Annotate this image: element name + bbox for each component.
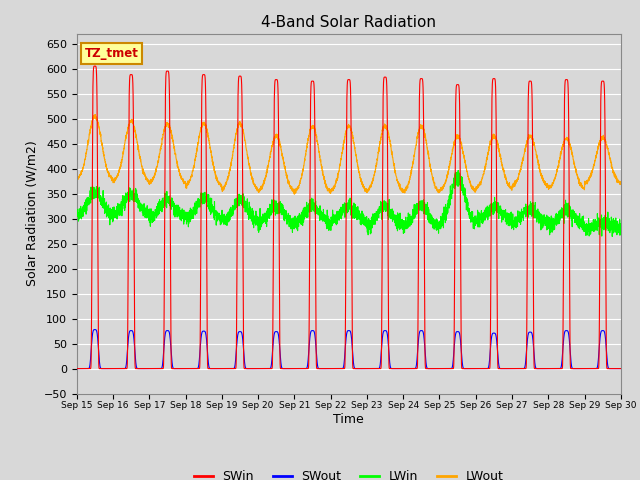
- Y-axis label: Solar Radiation (W/m2): Solar Radiation (W/m2): [25, 141, 38, 287]
- Legend: SWin, SWout, LWin, LWout: SWin, SWout, LWin, LWout: [189, 465, 509, 480]
- Text: TZ_tmet: TZ_tmet: [85, 47, 139, 60]
- Title: 4-Band Solar Radiation: 4-Band Solar Radiation: [261, 15, 436, 30]
- X-axis label: Time: Time: [333, 413, 364, 426]
